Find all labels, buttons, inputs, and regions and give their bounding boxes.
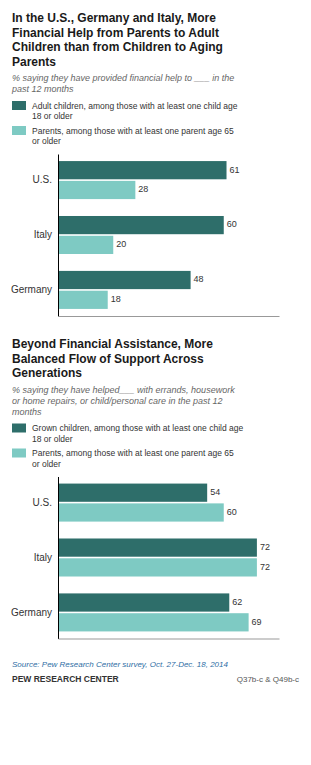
tick: Italy xyxy=(34,229,52,240)
y-axis: U.S. Italy Germany xyxy=(11,155,59,317)
tick-label: Italy xyxy=(34,229,52,240)
bar xyxy=(58,558,257,576)
tick: U.S. xyxy=(33,174,52,185)
data-label: 60 xyxy=(227,219,237,229)
subtitle-line: past 12 months xyxy=(11,84,74,94)
tick: Germany xyxy=(11,607,52,618)
bar xyxy=(58,538,257,556)
legend-label-line: Grown children, among those with at leas… xyxy=(32,423,243,433)
source-note-line: Source: Pew Research Center survey, Oct.… xyxy=(12,660,229,669)
subtitle-line: % saying they have provided financial he… xyxy=(12,73,234,83)
chart-1: Beyond Financial Assistance, MoreBalance… xyxy=(11,337,299,684)
data-labels: 61 60 48 28 20 18 xyxy=(111,165,240,305)
x-axis-line xyxy=(59,639,280,640)
tick: Italy xyxy=(34,552,52,563)
bar xyxy=(58,484,207,502)
subtitle-line: % saying they have helped___ with errand… xyxy=(12,385,235,395)
legend-swatch xyxy=(12,101,26,110)
bar xyxy=(58,503,224,521)
data-label: 18 xyxy=(111,294,121,304)
x-axis xyxy=(59,316,280,317)
legend-label-line: Adult children, among those with at leas… xyxy=(32,101,238,111)
data-label: 20 xyxy=(116,239,126,249)
title: In the U.S., Germany and Italy, MoreFina… xyxy=(12,11,223,69)
title: Beyond Financial Assistance, MoreBalance… xyxy=(12,337,213,380)
data-labels: 54 72 62 60 72 69 xyxy=(210,487,270,627)
subtitle: % saying they have provided financial he… xyxy=(11,73,234,94)
x-axis-line xyxy=(59,316,280,317)
tick-label: Germany xyxy=(11,284,52,295)
legend-swatch xyxy=(12,424,26,433)
tick-label: Italy xyxy=(34,552,52,563)
title-line: In the U.S., Germany and Italy, More xyxy=(12,11,216,25)
tick-label: U.S. xyxy=(33,497,52,508)
source-note: Source: Pew Research Center survey, Oct.… xyxy=(12,660,229,669)
data-label: 54 xyxy=(210,487,220,497)
legend-swatch xyxy=(12,126,26,135)
chart-0: In the U.S., Germany and Italy, MoreFina… xyxy=(11,11,280,317)
bar xyxy=(58,181,135,199)
data-label: 48 xyxy=(194,274,204,284)
data-label: 60 xyxy=(227,507,237,517)
title-line: Balanced Flow of Support Across xyxy=(12,352,204,366)
legend-label: Adult children, among those with at leas… xyxy=(32,101,238,122)
data-label: 28 xyxy=(138,184,148,194)
data-label: 72 xyxy=(260,562,270,572)
legend-label-line: Parents, among those with at least one p… xyxy=(32,448,234,458)
y-axis-line xyxy=(58,155,59,317)
y-axis-line xyxy=(58,477,59,639)
data-label: 69 xyxy=(252,617,262,627)
reference-line: Q37b-c & Q49b-c xyxy=(237,675,299,684)
title-line: Beyond Financial Assistance, More xyxy=(12,337,213,351)
title-line: Generations xyxy=(12,366,82,380)
legend-label: Parents, among those with at least one p… xyxy=(32,126,234,147)
legend-swatch xyxy=(12,449,26,458)
legend-label: Grown children, among those with at leas… xyxy=(32,423,243,444)
reference: Q37b-c & Q49b-c xyxy=(237,675,299,684)
legend-label-line: 18 or older xyxy=(32,111,73,121)
x-axis xyxy=(59,639,280,640)
brand-line: PEW RESEARCH CENTER xyxy=(12,674,119,684)
legend-label-line: Parents, among those with at least one p… xyxy=(32,126,234,136)
legend-label: Parents, among those with at least one p… xyxy=(32,448,234,469)
data-label: 62 xyxy=(232,597,242,607)
bar xyxy=(58,593,229,611)
legend-label-line: or older xyxy=(32,459,61,469)
title-line: Financial Help from Parents to Adult xyxy=(12,26,219,40)
bar xyxy=(58,613,249,631)
title-line: Parents xyxy=(12,55,56,69)
legend-label-line: or older xyxy=(32,136,61,146)
subtitle-line: months xyxy=(12,407,42,417)
bar xyxy=(58,291,108,309)
chart-root: In the U.S., Germany and Italy, MoreFina… xyxy=(0,0,311,765)
title-line: Children than from Children to Aging xyxy=(12,40,223,54)
y-axis: U.S. Italy Germany xyxy=(11,477,59,639)
legend-label-line: 18 or older xyxy=(32,434,73,444)
tick: Germany xyxy=(11,284,52,295)
bar xyxy=(58,236,113,254)
subtitle-line: or home repairs, or child/personal care … xyxy=(12,396,223,406)
data-label: 72 xyxy=(260,542,270,552)
bar xyxy=(58,271,191,289)
bars xyxy=(58,161,227,309)
tick: U.S. xyxy=(33,497,52,508)
subtitle: % saying they have helped___ with errand… xyxy=(12,385,235,417)
tick-label: U.S. xyxy=(33,174,52,185)
bar xyxy=(58,216,224,234)
tick-label: Germany xyxy=(11,607,52,618)
bar xyxy=(58,161,227,179)
data-label: 61 xyxy=(230,165,240,175)
brand: PEW RESEARCH CENTER xyxy=(12,674,119,684)
bars xyxy=(58,484,257,632)
